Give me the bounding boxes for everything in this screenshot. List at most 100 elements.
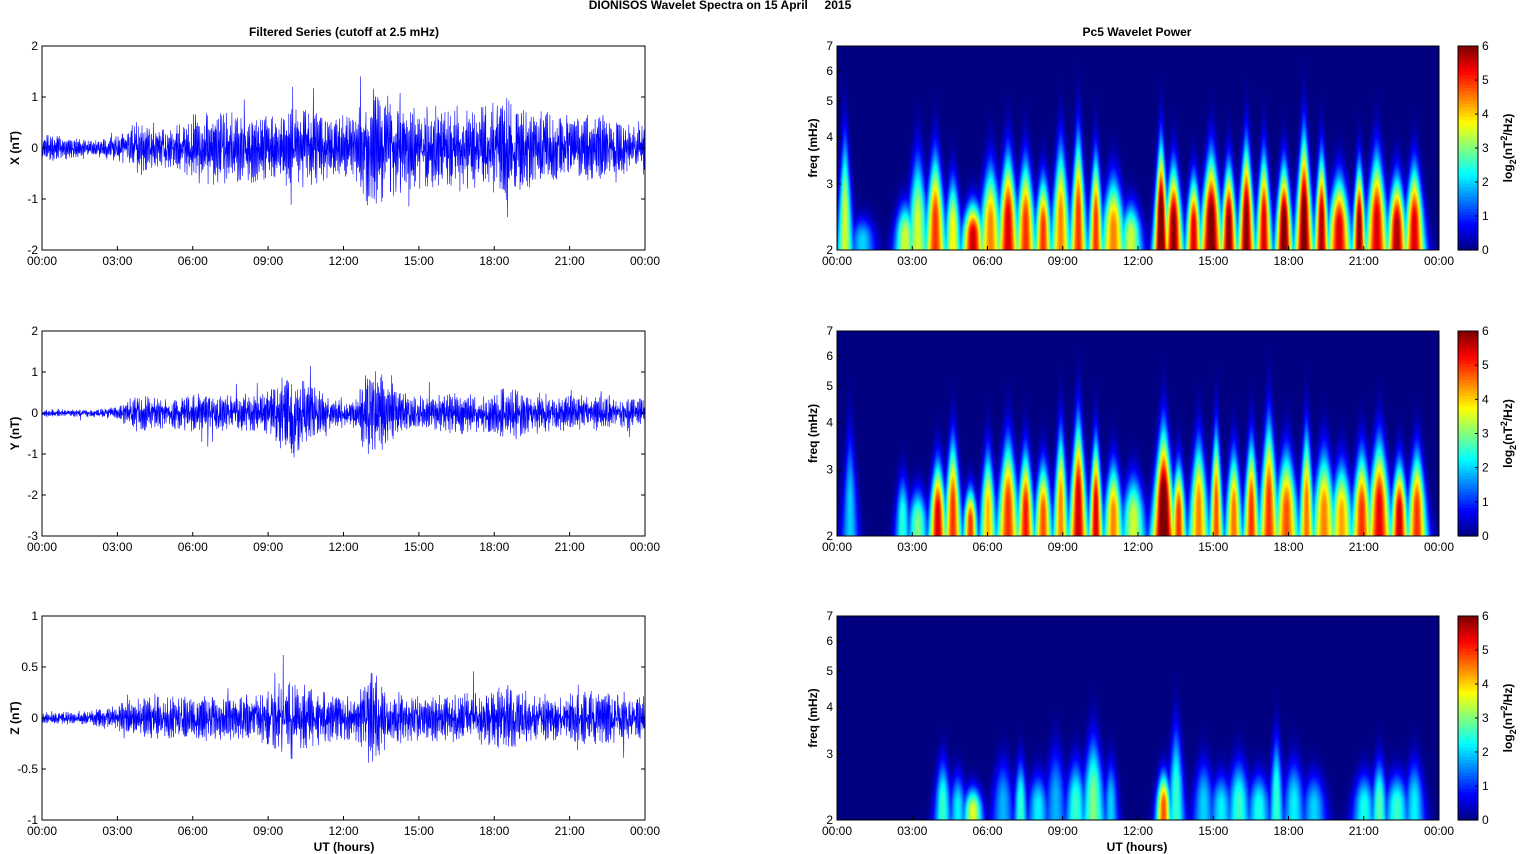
colorbar-band: [1458, 769, 1478, 773]
x-tick-label: 00:00: [822, 540, 852, 554]
colorbar-tick-label: 2: [1482, 175, 1489, 189]
colorbar-tick-label: 3: [1482, 141, 1489, 155]
colorbar-band: [1458, 366, 1478, 371]
colorbar-band: [1458, 727, 1478, 732]
signal-line-z: [41, 654, 646, 763]
colorbar-band: [1458, 369, 1478, 374]
colorbar-band: [1458, 90, 1478, 95]
colorbar-label-close: /Hz): [1501, 114, 1515, 136]
colorbar-band: [1458, 647, 1478, 652]
colorbar-band: [1458, 420, 1478, 425]
colorbar-band: [1458, 436, 1478, 441]
line-panel-y: -3 -2 -1 0 1 2 Y (nT): [8, 324, 646, 543]
x-tick-label: 18:00: [1273, 824, 1303, 838]
colorbar-band: [1458, 781, 1478, 786]
colorbar-band: [1458, 163, 1478, 168]
colorbar-band: [1458, 532, 1478, 537]
y-tick-label: 2: [826, 243, 833, 257]
colorbar-band: [1458, 414, 1478, 419]
colorbar-band: [1458, 667, 1478, 671]
colorbar-band: [1458, 641, 1478, 646]
y-tick-label: 2: [826, 813, 833, 827]
y-tick-label: 5: [826, 379, 833, 393]
x-tick-label: 06:00: [972, 540, 1002, 554]
x-tick-label: 15:00: [1198, 540, 1228, 554]
colorbar-band: [1458, 443, 1478, 447]
colorbar-band: [1458, 689, 1478, 694]
colorbar-tick-label: 5: [1482, 358, 1489, 372]
colorbar-band: [1458, 616, 1478, 620]
colorbar-band: [1458, 471, 1478, 476]
colorbar-band: [1458, 343, 1478, 348]
colorbar-band: [1458, 478, 1478, 483]
colorbar-band: [1458, 619, 1478, 623]
wavelet-power-image-y: [837, 331, 1439, 536]
colorbar-label: log2(nT2/Hz): [1499, 399, 1518, 468]
colorbar-band: [1458, 404, 1478, 409]
colorbar-band: [1458, 433, 1478, 438]
colorbar-tick-label: 6: [1482, 609, 1489, 623]
signal-line-y: [41, 365, 646, 458]
colorbar-tick-label: 0: [1482, 243, 1489, 257]
colorbar-band: [1458, 87, 1478, 92]
colorbar-band: [1458, 407, 1478, 412]
x-tick-label: 09:00: [1048, 540, 1078, 554]
y-tick-label: 0: [31, 711, 38, 725]
colorbar-band: [1458, 179, 1478, 184]
x-tick-label: 00:00: [27, 824, 57, 838]
colorbar-band: [1458, 673, 1478, 678]
colorbar-band: [1458, 395, 1478, 399]
plot-area: [42, 331, 645, 536]
colorbar-band: [1458, 74, 1478, 79]
colorbar-band: [1458, 638, 1478, 643]
y-tick-label: 0.5: [21, 660, 38, 674]
x-tick-label: 00:00: [27, 540, 57, 554]
x-tick-label: 03:00: [897, 254, 927, 268]
colorbar-band: [1458, 523, 1478, 527]
colorbar-band: [1458, 449, 1478, 454]
colorbar-band: [1458, 375, 1478, 380]
colorbar-band: [1458, 813, 1478, 818]
colorbar-label-sup: 2: [1499, 421, 1509, 426]
colorbar-band: [1458, 500, 1478, 505]
colorbar-band: [1458, 173, 1478, 178]
colorbar-band: [1458, 119, 1478, 124]
colorbar-band: [1458, 692, 1478, 697]
colorbar-label-sup: 2: [1499, 706, 1509, 711]
colorbar-band: [1458, 183, 1478, 187]
colorbar-band: [1458, 347, 1478, 351]
colorbar-band: [1458, 202, 1478, 206]
colorbar-band: [1458, 205, 1478, 210]
x-tick-label: 18:00: [479, 824, 509, 838]
colorbar-band: [1458, 679, 1478, 684]
colorbar-band: [1458, 240, 1478, 245]
line-panel-x: -2 -1 0 1 2 X (nT): [8, 39, 646, 257]
colorbar-band: [1458, 350, 1478, 355]
colorbar-band: [1458, 721, 1478, 725]
colorbar-band: [1458, 77, 1478, 82]
colorbar-band: [1458, 765, 1478, 770]
colorbar-band: [1458, 385, 1478, 390]
heatmap-panel-x: 2 3 4 5 6 7 freq (mHz): [806, 39, 1440, 257]
colorbar-label-sub: 2: [1508, 445, 1518, 450]
colorbar-band: [1458, 746, 1478, 751]
x-tick-label: 00:00: [822, 254, 852, 268]
colorbar-band: [1458, 97, 1478, 101]
colorbar-band: [1458, 423, 1478, 428]
colorbar-tick-label: 6: [1482, 324, 1489, 338]
colorbar-band: [1458, 144, 1478, 149]
colorbar-band: [1458, 61, 1478, 66]
colorbar-band: [1458, 138, 1478, 143]
x-tick-label: 00:00: [1424, 254, 1454, 268]
colorbar-band: [1458, 128, 1478, 133]
colorbar-band: [1458, 55, 1478, 60]
y-tick-label: 4: [826, 700, 833, 714]
colorbar-tick-label: 3: [1482, 427, 1489, 441]
x-tick-label: 12:00: [328, 824, 358, 838]
colorbar-band: [1458, 749, 1478, 754]
colorbar-band: [1458, 214, 1478, 219]
colorbar-band: [1458, 122, 1478, 127]
colorbar-tick-label: 1: [1482, 209, 1489, 223]
